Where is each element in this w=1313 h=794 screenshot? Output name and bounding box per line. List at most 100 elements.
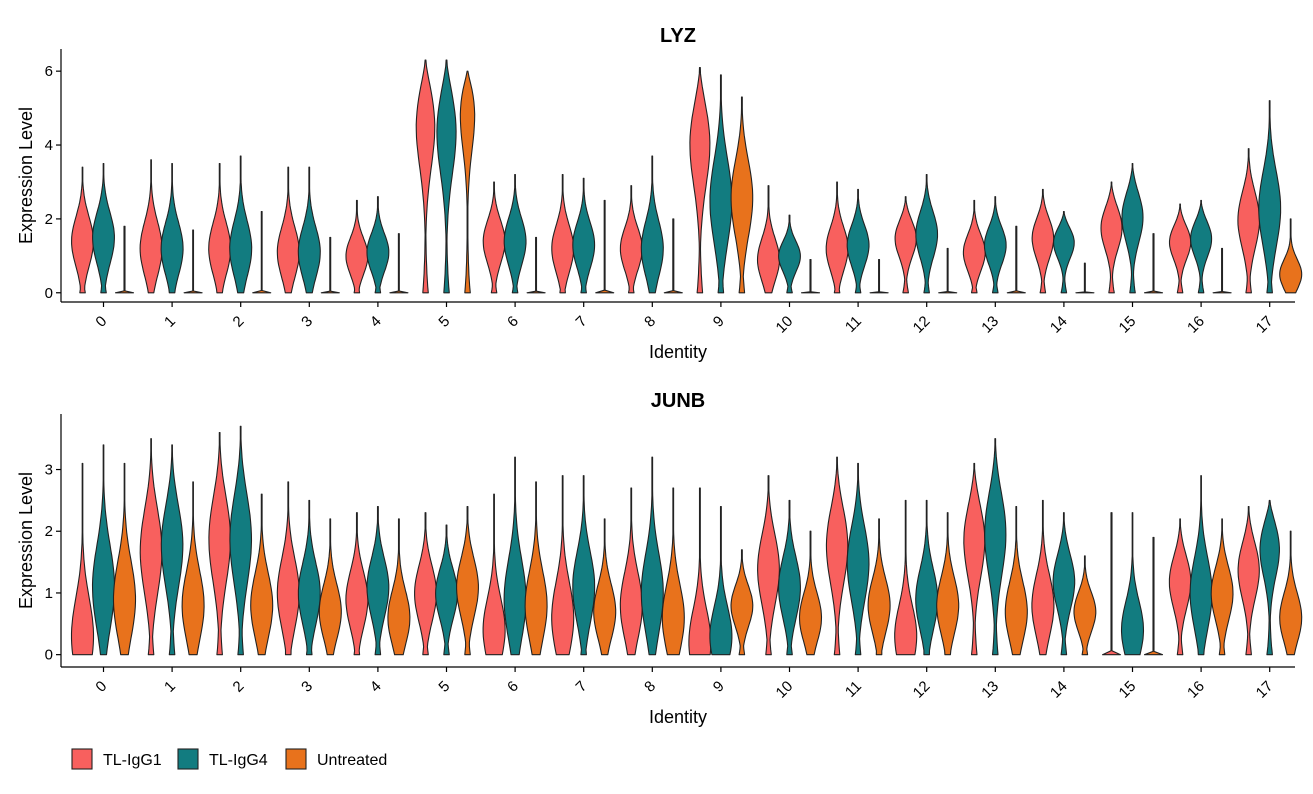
violin-tl-igg1-12 — [894, 196, 917, 294]
violin-tl-igg1-3 — [276, 166, 300, 294]
violin-untreated-14 — [1075, 262, 1095, 294]
violin-tl-igg1-1 — [139, 159, 163, 294]
violin-tl-igg1-7 — [551, 174, 575, 294]
violin-untreated-13 — [1006, 225, 1026, 294]
y-tick-label: 6 — [45, 63, 53, 80]
violin-tl-igg1-13 — [963, 462, 986, 656]
violin-tl-igg4-3 — [297, 166, 321, 294]
x-tick-label: 0 — [92, 678, 110, 696]
violin-untreated-8 — [661, 487, 685, 656]
violin-untreated-4 — [387, 518, 411, 656]
violin-tl-igg4-16 — [1189, 475, 1213, 656]
violin-tl-igg4-15 — [1121, 162, 1144, 294]
violin-tl-igg1-5 — [415, 59, 436, 294]
legend-swatch — [71, 748, 93, 770]
violin-tl-igg4-0 — [92, 162, 115, 294]
x-tick-label: 16 — [1184, 678, 1208, 702]
violin-tl-igg4-17 — [1259, 499, 1280, 656]
violin-tl-igg1-13 — [962, 199, 986, 294]
violin-tl-igg4-2 — [229, 425, 253, 656]
violin-untreated-0 — [112, 462, 137, 656]
x-tick-label: 17 — [1253, 313, 1277, 337]
y-tick-label: 0 — [45, 647, 53, 664]
x-tick-label: 17 — [1253, 678, 1277, 702]
violin-tl-igg1-1 — [139, 438, 163, 656]
violin-tl-igg4-13 — [984, 438, 1007, 656]
violin-untreated-12 — [938, 247, 958, 294]
violin-tl-igg1-12 — [894, 499, 918, 656]
y-axis-label: Expression Level — [16, 107, 36, 244]
legend-item-tl-igg1: TL-IgG1 — [71, 748, 162, 770]
violin-tl-igg4-14 — [1053, 210, 1075, 294]
violin-tl-igg1-6 — [482, 181, 506, 294]
violin-untreated-5 — [459, 70, 476, 294]
violin-untreated-1 — [183, 229, 203, 294]
x-tick-label: 8 — [641, 678, 659, 696]
chart-title: LYZ — [660, 25, 696, 47]
x-tick-label: 4 — [367, 313, 385, 331]
violin-tl-igg4-6 — [503, 174, 527, 294]
violin-tl-igg1-11 — [825, 181, 849, 294]
y-tick-label: 2 — [45, 523, 53, 540]
violin-tl-igg4-12 — [915, 499, 939, 656]
violin-untreated-10 — [800, 258, 821, 294]
violin-tl-igg4-6 — [503, 456, 527, 656]
x-tick-label: 6 — [504, 313, 522, 331]
violin-untreated-14 — [1073, 555, 1097, 656]
violin-tl-igg4-11 — [846, 188, 870, 294]
violin-tl-igg1-8 — [619, 185, 643, 294]
violin-untreated-6 — [524, 481, 548, 656]
violin-tl-igg1-7 — [551, 475, 575, 656]
x-tick-label: 8 — [641, 313, 659, 331]
violin-tl-igg4-9 — [709, 74, 733, 294]
y-tick-label: 3 — [45, 462, 53, 479]
violin-tl-igg1-16 — [1168, 203, 1192, 294]
x-tick-label: 7 — [573, 313, 591, 331]
x-tick-label: 9 — [710, 313, 728, 331]
x-tick-label: 10 — [773, 678, 797, 702]
x-tick-label: 5 — [435, 313, 453, 331]
x-tick-label: 1 — [161, 678, 179, 696]
violin-tl-igg4-1 — [160, 444, 184, 656]
legend-item-untreated: Untreated — [285, 748, 387, 770]
legend-item-tl-igg4: TL-IgG4 — [177, 748, 268, 770]
violin-tl-igg4-13 — [983, 196, 1007, 294]
violin-untreated-12 — [936, 512, 960, 656]
x-tick-label: 3 — [298, 313, 316, 331]
violin-tl-igg1-5 — [414, 512, 437, 656]
violin-untreated-5 — [456, 506, 479, 656]
violin-tl-igg1-17 — [1237, 506, 1260, 656]
violin-untreated-17 — [1279, 530, 1303, 656]
legend-swatch — [285, 748, 307, 770]
violin-tl-igg4-9 — [709, 506, 733, 656]
violin-tl-igg1-9 — [688, 487, 712, 656]
violin-tl-igg4-14 — [1052, 512, 1076, 656]
legend-swatch — [177, 748, 199, 770]
violin-tl-igg4-15 — [1120, 512, 1145, 656]
y-tick-label: 1 — [45, 585, 53, 602]
violin-tl-igg4-3 — [297, 499, 321, 656]
x-tick-label: 14 — [1047, 678, 1071, 702]
x-tick-label: 12 — [910, 678, 934, 702]
x-tick-label: 15 — [1116, 313, 1140, 337]
violin-tl-igg4-5 — [436, 59, 457, 294]
violin-tl-igg4-7 — [572, 475, 596, 656]
x-axis-label: Identity — [649, 707, 707, 727]
violin-untreated-1 — [181, 481, 205, 656]
violin-tl-igg1-6 — [482, 493, 506, 656]
violin-tl-igg4-8 — [640, 155, 664, 294]
violin-tl-igg4-0 — [91, 444, 116, 656]
legend-label: TL-IgG4 — [209, 752, 268, 769]
violin-untreated-15 — [1143, 233, 1164, 294]
violin-untreated-2 — [250, 493, 274, 656]
violin-untreated-17 — [1279, 218, 1303, 294]
violin-tl-igg1-0 — [70, 462, 95, 656]
x-tick-label: 13 — [978, 313, 1002, 337]
violin-tl-igg1-2 — [208, 162, 232, 294]
violin-tl-igg4-4 — [366, 196, 390, 294]
violin-untreated-7 — [593, 518, 617, 656]
violin-tl-igg1-9 — [689, 66, 711, 294]
